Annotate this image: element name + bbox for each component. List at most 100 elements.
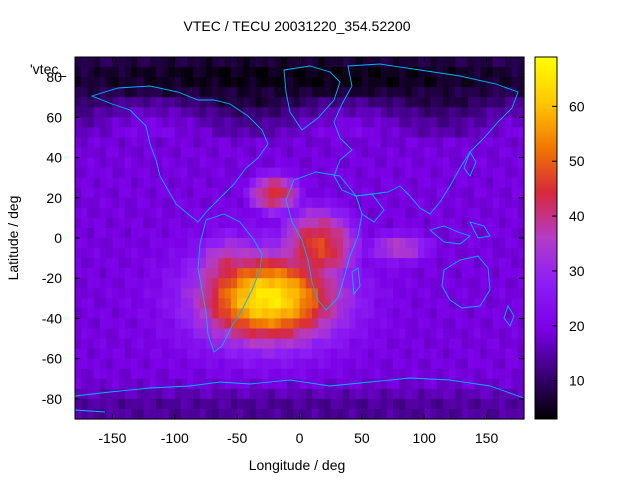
heatmap-cell — [324, 268, 332, 279]
heatmap-cell — [486, 288, 494, 299]
heatmap-cell — [505, 57, 513, 68]
heatmap-cell — [349, 67, 357, 78]
heatmap-cell — [311, 207, 319, 219]
heatmap-cell — [156, 368, 163, 380]
heatmap-cell — [112, 348, 120, 360]
heatmap-cell — [162, 197, 170, 209]
heatmap-cell — [474, 147, 481, 159]
heatmap-cell — [87, 408, 95, 420]
heatmap-cell — [318, 217, 326, 229]
heatmap-cell — [268, 77, 276, 88]
heatmap-cell — [87, 207, 95, 219]
heatmap-cell — [112, 147, 120, 159]
heatmap-cell — [149, 167, 157, 179]
heatmap-cell — [75, 107, 82, 118]
heatmap-cell — [181, 97, 188, 108]
heatmap-cell — [237, 338, 244, 350]
heatmap-cell — [143, 368, 151, 380]
heatmap-cell — [287, 117, 294, 128]
heatmap-cell — [268, 278, 276, 289]
heatmap-cell — [386, 97, 394, 108]
heatmap-cell — [380, 378, 388, 390]
heatmap-cell — [149, 398, 157, 410]
heatmap-cell — [237, 147, 244, 159]
heatmap-cell — [393, 338, 400, 350]
heatmap-cell — [187, 278, 195, 289]
heatmap-cell — [374, 338, 382, 350]
heatmap-cell — [118, 157, 126, 169]
heatmap-cell — [230, 398, 238, 410]
heatmap-cell — [299, 227, 307, 239]
heatmap-cell — [187, 127, 195, 139]
heatmap-cell — [149, 197, 157, 209]
heatmap-cell — [480, 57, 488, 68]
heatmap-cell — [299, 398, 307, 410]
heatmap-cell — [405, 278, 413, 289]
heatmap-cell — [405, 268, 413, 279]
heatmap-cell — [230, 87, 238, 98]
heatmap-cell — [499, 288, 506, 299]
heatmap-cell — [156, 157, 163, 169]
heatmap-cell — [224, 167, 232, 179]
heatmap-cell — [218, 77, 226, 88]
heatmap-cell — [99, 238, 107, 249]
heatmap-cell — [249, 288, 257, 299]
heatmap-cell — [287, 298, 294, 309]
heatmap-cell — [361, 217, 369, 229]
heatmap-cell — [268, 137, 276, 149]
heatmap-cell — [349, 77, 357, 88]
heatmap-cell — [411, 268, 419, 279]
heatmap-cell — [131, 378, 138, 390]
heatmap-cell — [411, 318, 419, 330]
heatmap-cell — [268, 318, 276, 330]
heatmap-cell — [149, 388, 157, 400]
heatmap-cell — [162, 348, 170, 360]
heatmap-cell — [212, 348, 220, 360]
heatmap-cell — [118, 177, 126, 189]
heatmap-cell — [505, 127, 513, 139]
heatmap-cell — [93, 97, 101, 108]
heatmap-cell — [137, 318, 145, 330]
heatmap-cell — [324, 67, 332, 78]
heatmap-cell — [205, 187, 213, 199]
heatmap-cell — [99, 117, 107, 128]
heatmap-cell — [106, 57, 114, 68]
heatmap-cell — [81, 258, 89, 269]
heatmap-cell — [137, 288, 145, 299]
heatmap-cell — [474, 67, 481, 78]
heatmap-cell — [361, 258, 369, 269]
heatmap-cell — [249, 238, 257, 249]
heatmap-cell — [467, 268, 475, 279]
heatmap-cell — [193, 77, 201, 88]
heatmap-cell — [112, 298, 120, 309]
heatmap-cell — [399, 388, 407, 400]
heatmap-cell — [174, 268, 182, 279]
heatmap-cell — [249, 258, 257, 269]
heatmap-cell — [131, 358, 138, 370]
heatmap-cell — [474, 298, 481, 309]
heatmap-cell — [268, 398, 276, 410]
heatmap-cell — [293, 157, 301, 169]
heatmap-cell — [374, 258, 382, 269]
heatmap-cell — [343, 187, 350, 199]
heatmap-cell — [93, 207, 101, 219]
heatmap-cell — [293, 308, 301, 320]
heatmap-cell — [499, 117, 506, 128]
heatmap-cell — [149, 258, 157, 269]
heatmap-cell — [243, 127, 251, 139]
heatmap-cell — [87, 57, 95, 68]
heatmap-cell — [486, 388, 494, 400]
heatmap-cell — [174, 57, 182, 68]
heatmap-cell — [386, 87, 394, 98]
heatmap-cell — [393, 288, 400, 299]
heatmap-cell — [81, 398, 89, 410]
heatmap-cell — [249, 348, 257, 360]
heatmap-cell — [336, 217, 344, 229]
heatmap-cell — [393, 107, 400, 118]
heatmap-cell — [380, 368, 388, 380]
heatmap-cell — [143, 227, 151, 239]
heatmap-cell — [205, 207, 213, 219]
heatmap-cell — [399, 207, 407, 219]
heatmap-cell — [230, 117, 238, 128]
heatmap-cell — [280, 177, 288, 189]
